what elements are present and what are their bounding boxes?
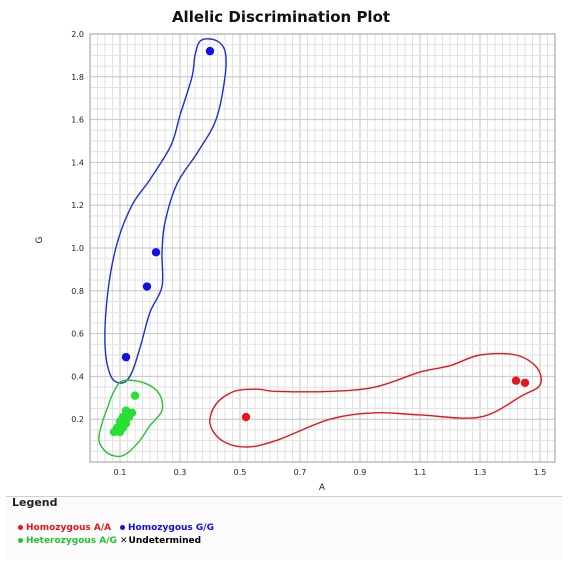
x-tick-label: 0.7: [294, 468, 307, 477]
legend-panel: [6, 496, 562, 559]
allelic-discrimination-chart: Allelic Discrimination Plot 0.1 0.3 0.5 0.7…: [35, 8, 556, 493]
cluster-outline-heterozygous-a-g: [98, 379, 164, 458]
data-point-heterozygous-a-g: [130, 391, 140, 400]
x-tick-label: 0.5: [234, 468, 247, 477]
plot-border: [89, 33, 556, 463]
red-dot-icon: [18, 525, 23, 530]
legend-title: Legend: [12, 496, 58, 509]
legend-item-undetermined: ✕Undetermined: [120, 536, 201, 546]
y-tick-label: 0.2: [71, 415, 84, 424]
y-tick-label: 1.4: [71, 158, 84, 167]
legend-label: Heterozygous A/G: [26, 536, 117, 546]
y-tick-label: 1.6: [71, 116, 84, 125]
y-tick-label: 0.6: [71, 330, 84, 339]
data-point-homozygous-g-g: [121, 352, 131, 362]
x-mark-icon: ✕: [120, 536, 128, 546]
data-point-heterozygous-a-g: [109, 427, 119, 437]
data-point-homozygous-a-a: [520, 378, 530, 388]
y-tick-label: 0.8: [71, 287, 84, 296]
data-point-heterozygous-a-g: [124, 412, 134, 422]
cluster-outline-homozygous-a-a: [209, 352, 542, 448]
axis-ticks: 0.1 0.3 0.5 0.7 0.9 1.1 1.3 1.5 0.2 0.4 0.6 0.8 1.0 1…: [71, 30, 546, 477]
data-point-homozygous-g-g: [142, 282, 152, 291]
x-tick-label: 0.1: [114, 468, 127, 477]
x-tick-label: 1.5: [534, 468, 547, 477]
x-axis-label: A: [319, 483, 326, 493]
data-point-homozygous-g-g: [205, 46, 215, 56]
x-tick-label: 1.1: [414, 468, 427, 477]
legend-item-heterozygous-ag: Heterozygous A/G: [18, 536, 117, 546]
grid: [90, 34, 555, 462]
cluster-outline-homozygous-g-g: [104, 38, 227, 384]
chart-title: Allelic Discrimination Plot: [172, 8, 390, 26]
y-tick-label: 1.2: [71, 201, 84, 210]
x-tick-label: 0.3: [174, 468, 187, 477]
legend-item-homozygous-aa: Homozygous A/A: [18, 523, 111, 533]
y-tick-label: 0.4: [71, 372, 84, 381]
data-points: [109, 46, 530, 437]
data-point-heterozygous-a-g: [115, 427, 125, 437]
legend-item-homozygous-gg: Homozygous G/G: [120, 523, 214, 533]
cluster-outlines: [98, 38, 542, 458]
blue-dot-icon: [120, 525, 125, 530]
y-axis-label: G: [35, 236, 45, 243]
data-point-homozygous-a-a: [511, 376, 521, 385]
y-tick-label: 2.0: [71, 30, 84, 39]
x-tick-label: 1.3: [474, 468, 487, 477]
data-point-homozygous-a-a: [241, 412, 251, 422]
data-point-homozygous-g-g: [151, 248, 161, 257]
x-tick-label: 0.9: [354, 468, 367, 477]
y-tick-label: 1.0: [71, 244, 84, 253]
green-dot-icon: [18, 538, 23, 543]
legend-label: Homozygous G/G: [128, 523, 214, 533]
legend-label: Undetermined: [128, 536, 202, 546]
legend-label: Homozygous A/A: [26, 523, 112, 533]
y-tick-label: 1.8: [71, 73, 84, 82]
